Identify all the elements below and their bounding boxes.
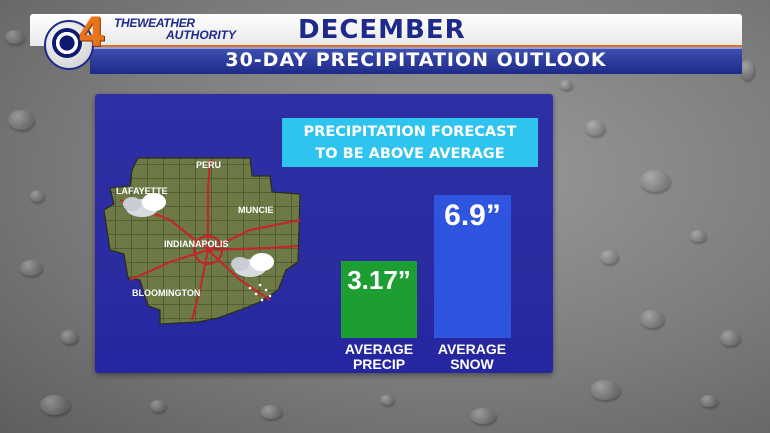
cbs-eye-icon (52, 28, 82, 58)
header-top-bar (30, 14, 742, 46)
city-label-bloomington: BLOOMINGTON (132, 288, 200, 298)
cloud-icon (123, 193, 166, 217)
bar-label-precip-line2: PRECIP (352, 356, 406, 372)
bar-value-snow: 6.9” (444, 199, 501, 232)
header-divider (90, 45, 742, 47)
header-banner: 4 THEWEATHER AUTHORITY DECEMBER 30-DAY P… (30, 10, 742, 74)
forecast-headline: PRECIPITATION FORECAST TO BE ABOVE AVERA… (282, 118, 538, 167)
bar-average-precip: 3.17” (341, 261, 417, 338)
headline-line-1: PRECIPITATION FORECAST (303, 124, 517, 140)
snow-cloud-icon (231, 253, 274, 302)
indiana-county-map: PERU LAFAYETTE MUNCIE INDIANAPOLIS BLOOM… (103, 157, 301, 325)
city-label-indianapolis: INDIANAPOLIS (164, 239, 229, 249)
bar-label-snow-line2: SNOW (450, 356, 494, 372)
channel-number: 4 (78, 10, 106, 56)
headline-line-2: TO BE ABOVE AVERAGE (315, 146, 505, 162)
bar-average-snow: 6.9” (434, 195, 511, 338)
brand-wordmark: THEWEATHER AUTHORITY (114, 17, 236, 41)
brand-line-2: AUTHORITY (166, 28, 236, 42)
header-bottom-bar (90, 47, 742, 74)
bar-label-snow: AVERAGE SNOW (424, 342, 520, 372)
page-title: DECEMBER (298, 15, 466, 45)
bar-label-snow-line1: AVERAGE (437, 341, 507, 357)
city-label-muncie: MUNCIE (238, 205, 274, 215)
bar-value-precip: 3.17” (347, 265, 411, 295)
city-label-peru: PERU (196, 160, 221, 170)
city-label-lafayette: LAFAYETTE (116, 186, 168, 196)
bar-label-precip: AVERAGE PRECIP (331, 342, 427, 372)
bar-label-precip-line1: AVERAGE (344, 341, 414, 357)
brand-line-1: THEWEATHER (114, 16, 195, 30)
interstate-highways (119, 159, 301, 321)
page-subtitle: 30-DAY PRECIPITATION OUTLOOK (225, 49, 607, 71)
